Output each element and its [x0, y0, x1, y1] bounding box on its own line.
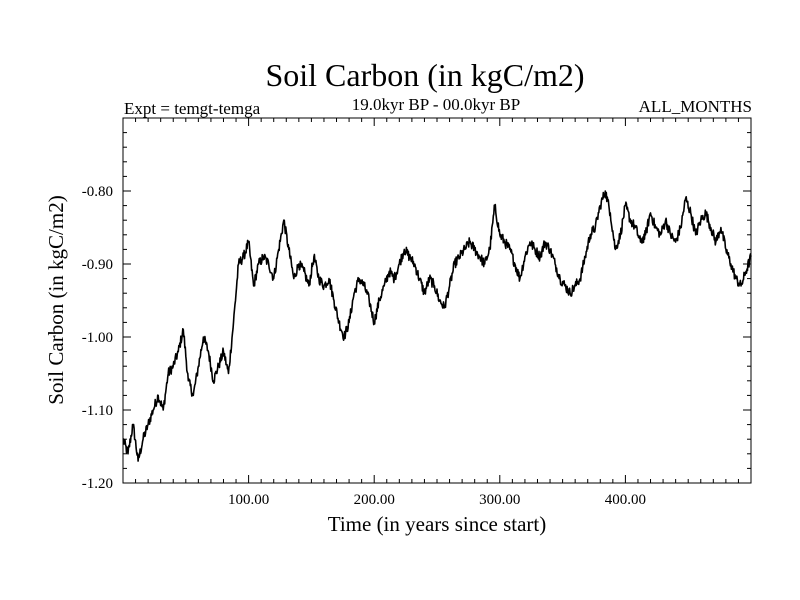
x-tick-labels: 100.00 200.00 300.00 400.00 [228, 492, 646, 508]
y-tick-label: -1.20 [82, 476, 113, 492]
y-tick-label: -0.80 [82, 184, 113, 200]
tick-marks [122, 117, 752, 484]
subtitle-right: ALL_MONTHS [639, 97, 752, 116]
subtitle-left: Expt = temgt-temga [124, 99, 261, 118]
y-axis-label: Soil Carbon (in kgC/m2) [44, 195, 68, 404]
y-tick-label: -0.90 [82, 257, 113, 273]
subtitle-center: 19.0kyr BP - 00.0kyr BP [352, 95, 520, 114]
plot-frame [122, 117, 752, 484]
x-tick-label: 400.00 [605, 492, 646, 508]
x-tick-label: 300.00 [479, 492, 520, 508]
series-line [122, 190, 752, 462]
y-tick-labels: -0.80 -0.90 -1.00 -1.10 -1.20 [82, 184, 113, 492]
chart-title: Soil Carbon (in kgC/m2) [265, 57, 584, 93]
y-tick-label: -1.10 [82, 403, 113, 419]
x-axis-label: Time (in years since start) [328, 512, 547, 536]
x-tick-label: 100.00 [228, 492, 269, 508]
x-tick-label: 200.00 [354, 492, 395, 508]
y-tick-label: -1.00 [82, 330, 113, 346]
